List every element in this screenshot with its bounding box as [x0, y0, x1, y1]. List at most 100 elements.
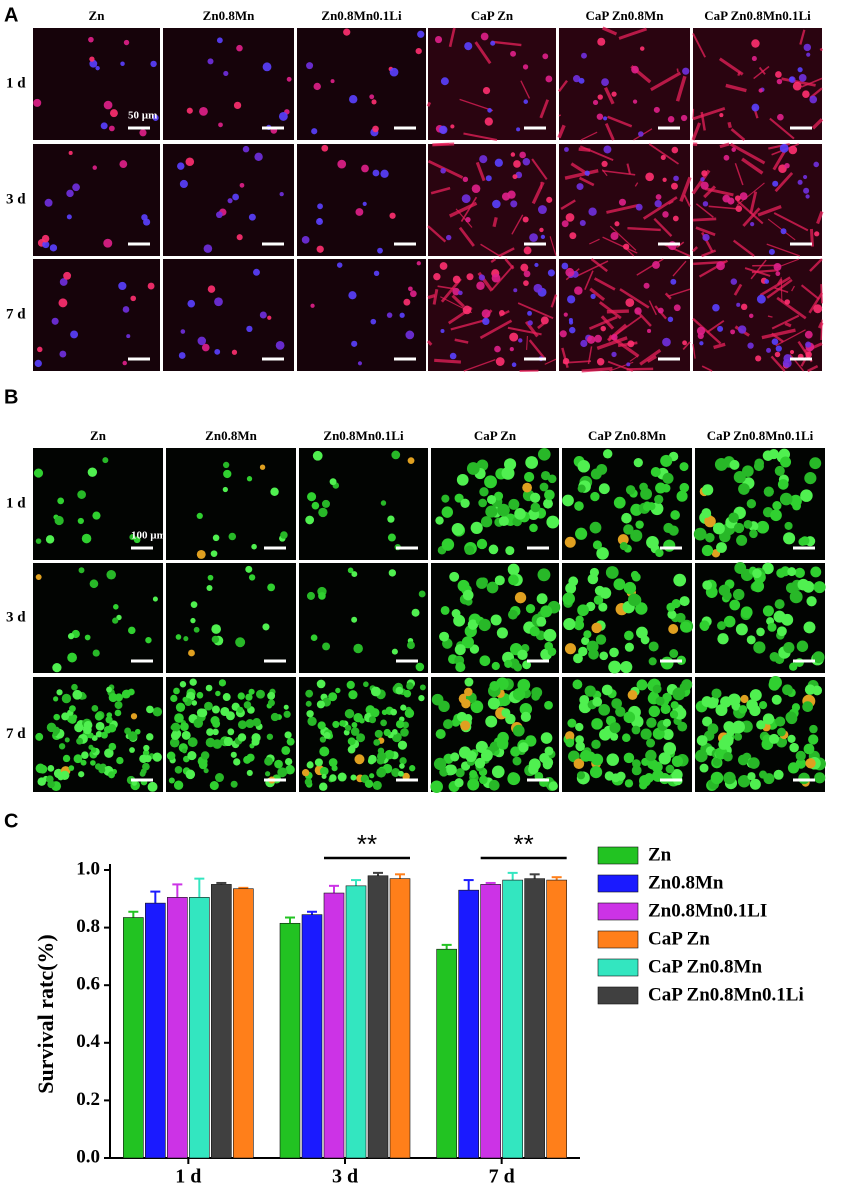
live-cell: [562, 592, 576, 606]
live-cell: [399, 757, 407, 765]
cell-fiber: [766, 243, 801, 257]
cell-fiber: [718, 57, 744, 76]
cell-fiber: [480, 243, 501, 257]
live-cell: [622, 733, 631, 742]
live-cell: [383, 728, 391, 737]
live-cell: [749, 529, 758, 539]
live-cell: [82, 725, 92, 735]
live-cell: [174, 766, 183, 774]
cell-nucleus: [610, 232, 619, 241]
micrograph: [33, 677, 163, 792]
live-cell: [609, 722, 621, 734]
cell-fiber: [604, 122, 615, 141]
cell-nucleus: [803, 174, 808, 180]
cell-nucleus: [588, 207, 597, 216]
cell-nucleus: [635, 203, 643, 211]
cell-nucleus: [440, 167, 446, 174]
live-cell: [344, 708, 355, 719]
micrograph-background: [33, 563, 163, 673]
legend-swatch: [597, 874, 639, 893]
live-cell: [564, 643, 577, 655]
live-cell: [74, 723, 84, 733]
live-cell: [69, 705, 76, 712]
live-cell: [624, 630, 634, 641]
live-cell: [105, 716, 113, 724]
live-cell: [723, 615, 736, 628]
bar: [524, 878, 545, 1159]
live-cell: [767, 622, 777, 632]
live-cell: [307, 492, 317, 502]
live-cell: [601, 684, 613, 696]
cell-fiber: [437, 285, 455, 290]
micrograph: [426, 258, 558, 372]
live-cell: [746, 635, 756, 645]
cell-nucleus: [476, 281, 485, 290]
live-cell: [494, 491, 504, 501]
live-cell: [508, 498, 520, 510]
cell-nucleus: [623, 243, 630, 250]
bar: [279, 922, 301, 1159]
cell-nucleus: [730, 278, 738, 285]
cell-nucleus: [510, 200, 518, 208]
micrograph-background: [299, 563, 428, 673]
live-cell: [168, 777, 175, 784]
cell-nucleus: [639, 46, 645, 51]
live-cell: [467, 778, 480, 791]
live-cell: [809, 724, 818, 734]
live-cell: [274, 759, 283, 769]
live-cell: [329, 774, 337, 782]
live-cell: [143, 744, 150, 752]
live-cell: [351, 721, 358, 728]
column-header: Zn0.8Mn: [203, 8, 255, 23]
cell-nucleus: [773, 263, 782, 271]
live-cell: [485, 715, 498, 728]
live-cell: [68, 765, 75, 771]
live-cell: [737, 754, 749, 766]
y-tick-label: 0.8: [76, 916, 100, 937]
legend-swatch: [597, 986, 639, 1005]
live-cell: [655, 696, 665, 706]
legend-swatch: [597, 902, 639, 921]
cell-fiber: [607, 115, 633, 128]
cell-fiber: [808, 292, 824, 314]
cell-nucleus: [573, 75, 581, 83]
cell-nucleus: [533, 283, 543, 293]
live-cell: [598, 703, 611, 716]
live-cell: [466, 462, 480, 475]
live-cell: [441, 494, 450, 503]
live-cell: [306, 710, 314, 718]
cell-fiber: [561, 347, 569, 368]
cell-fiber: [427, 294, 436, 300]
cell-nucleus: [540, 316, 549, 325]
cell-fiber: [491, 40, 522, 47]
cell-nucleus: [740, 303, 748, 311]
live-cell: [230, 751, 237, 758]
cell-nucleus: [798, 74, 807, 82]
live-cell: [717, 621, 726, 631]
live-cell: [310, 634, 318, 642]
live-cell: [681, 679, 693, 691]
live-cell: [528, 758, 541, 771]
live-cell: [803, 621, 816, 634]
live-cell: [719, 530, 731, 543]
cell-nucleus: [218, 122, 223, 128]
live-cell: [536, 593, 548, 605]
live-cell: [237, 733, 247, 742]
live-cell: [599, 651, 609, 661]
cell-nucleus: [662, 337, 671, 347]
live-cell: [810, 566, 822, 578]
live-cell: [237, 706, 244, 714]
live-cell: [196, 549, 206, 559]
x-tick-label: 3 d: [332, 1166, 358, 1188]
cell-nucleus: [523, 270, 531, 278]
cell-nucleus: [139, 129, 147, 137]
live-cell: [248, 688, 255, 695]
cell-nucleus: [462, 176, 469, 183]
cell-fiber: [584, 270, 594, 290]
cell-nucleus: [372, 125, 379, 133]
live-cell: [400, 728, 409, 737]
cell-nucleus: [95, 65, 100, 71]
cell-nucleus: [490, 40, 496, 46]
live-cell: [344, 724, 352, 732]
live-cell: [283, 710, 291, 718]
